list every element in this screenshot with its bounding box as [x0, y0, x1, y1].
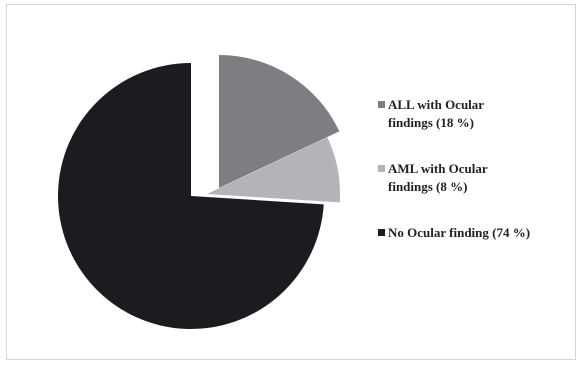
legend-label-aml-line2: findings (8 %): [388, 179, 468, 194]
legend-label-all-line2: findings (18 %): [388, 115, 474, 130]
legend-label-aml-line1: AML with Ocular: [388, 161, 488, 176]
legend-swatch-aml: [378, 165, 385, 172]
pie-slice-all: [219, 55, 340, 188]
legend: ALL with Ocular findings (18 %) AML with…: [378, 96, 578, 270]
legend-item-aml: AML with Ocular findings (8 %): [378, 160, 578, 196]
legend-swatch-all: [378, 101, 385, 108]
legend-item-no-ocular: No Ocular finding (74 %): [378, 224, 578, 242]
legend-label-no-ocular: No Ocular finding (74 %): [388, 225, 531, 240]
legend-item-all: ALL with Ocular findings (18 %): [378, 96, 578, 132]
pie-slice-aml: [207, 137, 340, 203]
legend-label-all-line1: ALL with Ocular: [388, 97, 485, 112]
legend-swatch-no-ocular: [378, 229, 385, 236]
pie-slice-no-ocular: [58, 63, 324, 330]
